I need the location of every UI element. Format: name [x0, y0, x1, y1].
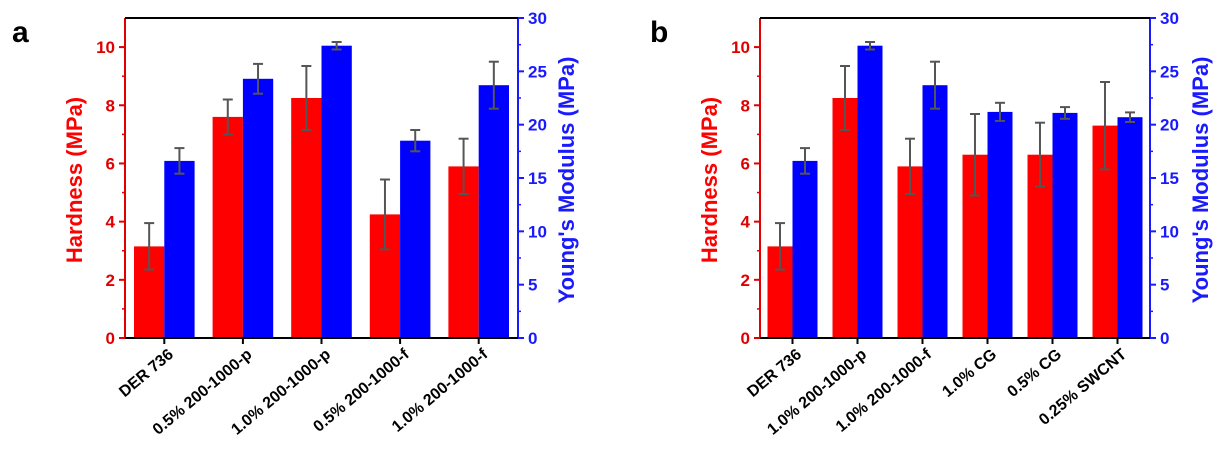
bar-hardness	[291, 98, 322, 338]
y-tick-label-left: 10	[96, 38, 115, 57]
y-tick-label-left: 8	[106, 96, 115, 115]
bar-modulus	[987, 111, 1013, 339]
y-tick-label-right: 10	[1160, 222, 1179, 241]
y-tick-label-left: 4	[741, 213, 751, 232]
y-tick-label-right: 5	[1160, 276, 1169, 295]
y-tick-label-left: 8	[741, 96, 750, 115]
x-tick-label: DER 736	[744, 346, 805, 401]
x-tick-label: 0.5% CG	[1004, 346, 1065, 401]
y-tick-label-left: 2	[106, 271, 115, 290]
y-tick-label-left: 0	[741, 329, 750, 348]
x-tick-label: DER 736	[116, 346, 177, 401]
y-tick-label-right: 0	[528, 329, 537, 348]
y-tick-label-right: 0	[1160, 329, 1169, 348]
y-tick-label-left: 0	[106, 329, 115, 348]
y-tick-label-right: 30	[528, 9, 547, 28]
y-tick-label-left: 6	[106, 154, 115, 173]
bar-hardness	[832, 98, 858, 338]
y-tick-label-right: 15	[528, 169, 547, 188]
y-tick-label-left: 6	[741, 154, 750, 173]
bar-modulus	[400, 140, 431, 338]
bar-modulus	[857, 45, 883, 338]
y-tick-label-right: 25	[528, 62, 547, 81]
y-axis-label-right: Young's Modulus (MPa)	[554, 57, 579, 304]
y-tick-label-right: 25	[1160, 62, 1179, 81]
x-tick-label: 1.0% CG	[939, 346, 1000, 401]
bar-modulus	[792, 160, 818, 338]
y-axis-label-left: Hardness (MPa)	[62, 97, 87, 263]
bar-modulus	[321, 45, 352, 338]
bar-modulus	[1117, 117, 1143, 338]
y-tick-label-left: 2	[741, 271, 750, 290]
panel-label-b: b	[650, 16, 668, 49]
bar-hardness	[212, 116, 243, 339]
bar-modulus	[922, 85, 948, 338]
y-tick-label-right: 10	[528, 222, 547, 241]
bar-modulus	[1052, 112, 1078, 339]
y-tick-label-right: 5	[528, 276, 537, 295]
y-tick-label-right: 20	[528, 116, 547, 135]
y-tick-label-right: 30	[1160, 9, 1179, 28]
chart-panel-a: a Hardness (MPa) Young's Modulus (MPa) 0…	[12, 9, 579, 439]
y-tick-label-right: 15	[1160, 169, 1179, 188]
bar-modulus	[164, 160, 195, 338]
y-axis-label-left: Hardness (MPa)	[697, 97, 722, 263]
panel-label-a: a	[12, 16, 29, 49]
y-axis-label-right: Young's Modulus (MPa)	[1188, 57, 1213, 304]
chart-panel-b: b Hardness (MPa) Young's Modulus (MPa) 0…	[650, 9, 1213, 439]
bar-modulus	[242, 78, 274, 339]
y-tick-label-left: 4	[106, 213, 116, 232]
bar-modulus	[478, 85, 509, 338]
y-tick-label-left: 10	[731, 38, 750, 57]
y-tick-label-right: 20	[1160, 116, 1179, 135]
